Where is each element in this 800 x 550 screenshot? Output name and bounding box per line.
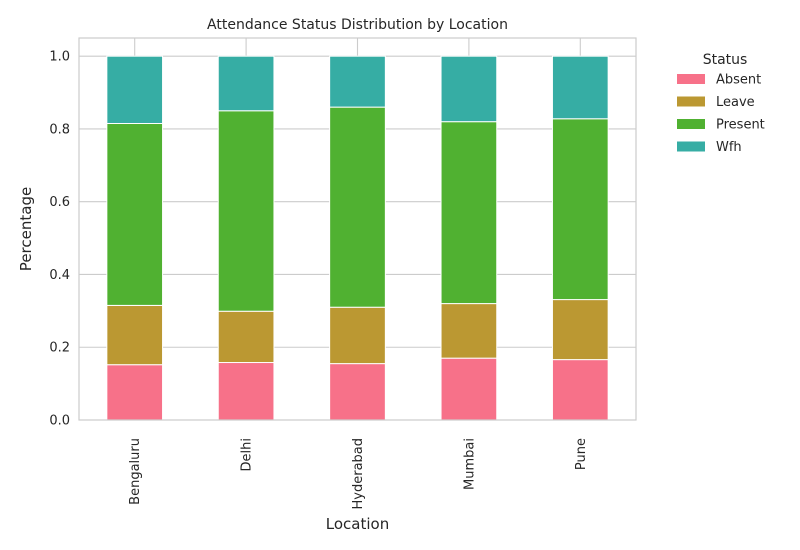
y-tick-label: 1.0: [49, 50, 70, 65]
x-tick-label: Pune: [574, 438, 589, 470]
legend-label-absent: Absent: [716, 73, 761, 88]
bar-segment-present-delhi: [217, 110, 275, 312]
bar-segment-absent-hyderabad: [329, 363, 386, 421]
bar-segment-wfh-pune: [551, 55, 609, 120]
bar-segment-present-hyderabad: [329, 106, 386, 308]
bar-segment-wfh-hyderabad: [329, 55, 386, 108]
bar-segment-wfh-delhi: [217, 55, 275, 112]
y-tick-label: 0.4: [49, 268, 70, 283]
y-tick-label: 0.0: [49, 414, 70, 429]
x-axis-ticks: Bengaluru Delhi Hyderabad Mumbai Pune: [128, 438, 589, 510]
bar-segment-present-pune: [551, 118, 609, 301]
bar-segment-absent-mumbai: [440, 357, 498, 421]
plot-frame: [78, 37, 637, 421]
bar-segment-present-mumbai: [440, 121, 498, 305]
x-tick-label: Mumbai: [462, 438, 477, 490]
legend-swatch-leave: [677, 96, 705, 107]
legend-swatch-absent: [677, 74, 705, 84]
bars-layer: [106, 55, 609, 421]
x-axis-label: Location: [326, 515, 389, 533]
y-tick-label: 0.8: [49, 122, 70, 137]
legend-label-leave: Leave: [716, 95, 755, 110]
bar-segment-leave-delhi: [217, 310, 275, 364]
y-tick-label: 0.6: [49, 195, 70, 210]
y-axis-label: Percentage: [17, 187, 35, 271]
bar-segment-wfh-bengaluru: [106, 55, 164, 124]
bar-segment-leave-pune: [551, 299, 609, 361]
legend: Status Absent Leave Present Wfh: [677, 52, 765, 155]
legend-swatch-wfh: [677, 141, 705, 152]
bar-segment-leave-bengaluru: [106, 304, 164, 366]
legend-label-wfh: Wfh: [716, 140, 742, 155]
legend-swatch-present: [677, 119, 705, 129]
bar-segment-leave-hyderabad: [329, 306, 386, 365]
bar-segment-absent-delhi: [217, 362, 275, 421]
x-tick-label: Delhi: [240, 438, 255, 471]
y-tick-label: 0.2: [49, 341, 70, 356]
x-tick-label: Bengaluru: [128, 438, 143, 505]
bar-segment-wfh-mumbai: [440, 55, 498, 123]
legend-label-present: Present: [716, 118, 765, 133]
legend-title: Status: [703, 52, 748, 68]
y-axis-ticks: 0.0 0.2 0.4 0.6 0.8 1.0: [49, 50, 70, 429]
x-tick-label: Hyderabad: [351, 438, 366, 510]
bar-segment-absent-bengaluru: [106, 364, 164, 421]
chart-title: Attendance Status Distribution by Locati…: [207, 17, 508, 33]
bar-segment-present-bengaluru: [106, 122, 164, 306]
bar-segment-absent-pune: [551, 359, 609, 421]
bar-segment-leave-mumbai: [440, 303, 498, 359]
